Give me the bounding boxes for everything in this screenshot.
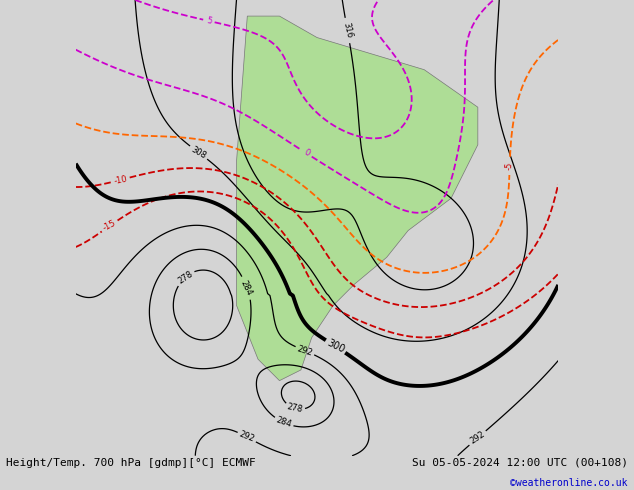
Text: 284: 284 (239, 279, 254, 297)
Text: 278: 278 (176, 269, 195, 285)
Text: 300: 300 (325, 338, 346, 355)
Text: 292: 292 (296, 344, 314, 358)
Polygon shape (236, 16, 478, 381)
Text: 316: 316 (341, 22, 354, 39)
Text: 0: 0 (302, 148, 311, 158)
Text: -5: -5 (505, 162, 514, 170)
Text: ©weatheronline.co.uk: ©weatheronline.co.uk (510, 478, 628, 488)
Text: -15: -15 (101, 219, 118, 233)
Text: 284: 284 (275, 416, 293, 429)
Text: 292: 292 (469, 430, 487, 446)
Text: 278: 278 (287, 402, 304, 415)
Text: Su 05-05-2024 12:00 UTC (00+108): Su 05-05-2024 12:00 UTC (00+108) (411, 458, 628, 468)
Text: -10: -10 (113, 174, 129, 186)
Text: Height/Temp. 700 hPa [gdmp][°C] ECMWF: Height/Temp. 700 hPa [gdmp][°C] ECMWF (6, 458, 256, 468)
Text: 5: 5 (205, 16, 212, 26)
Text: 308: 308 (190, 145, 208, 160)
Text: 292: 292 (238, 430, 256, 444)
